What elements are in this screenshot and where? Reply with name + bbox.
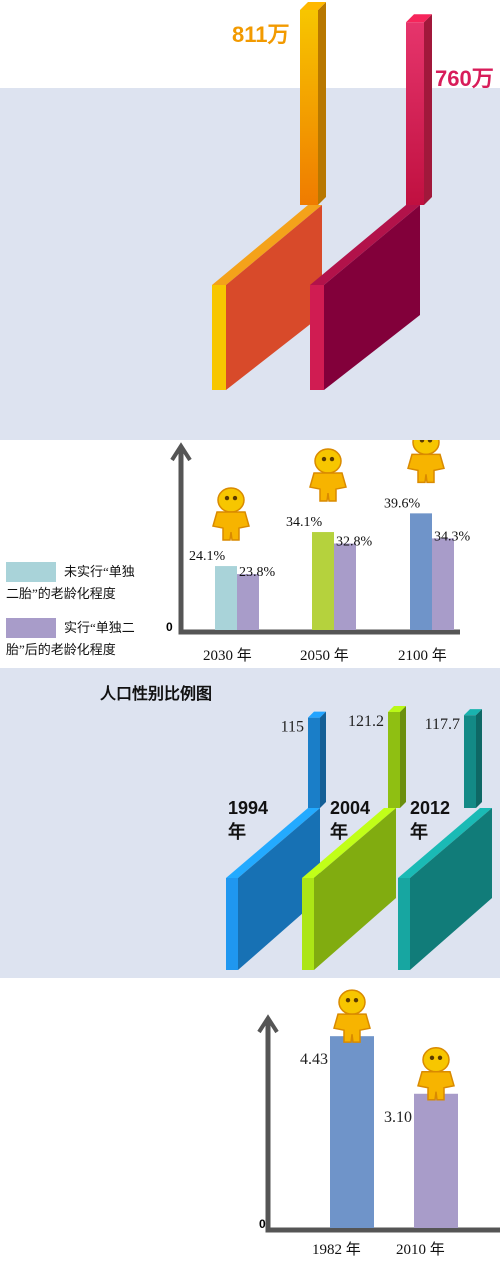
legend-item-1-line2: 二胎”的老龄化程度 xyxy=(6,586,116,601)
chart2-bar-s1-0 xyxy=(215,566,237,630)
chart1-slab-front-0 xyxy=(226,205,322,390)
chart2-ytick-0: 0 xyxy=(166,620,173,634)
chart-2: 0 24.1% 23.8% 34.1% 32.8% 39.6% 34.3% 2030 年 2… xyxy=(166,440,471,664)
chart3-title: 人口性别比例图 xyxy=(100,686,213,703)
chart3-value-label-0: 115 xyxy=(281,719,304,736)
person-figure-icon xyxy=(407,440,445,484)
chart2-value-s2-1: 32.8% xyxy=(336,534,373,549)
legend-item-2: 实行“单独二 xyxy=(64,618,184,638)
chart3-slab-edge-2 xyxy=(398,878,410,970)
person-figure-icon xyxy=(212,487,250,541)
chart3-slab-front-1 xyxy=(314,808,396,970)
chart3-slab-edge-0 xyxy=(226,878,238,970)
chart1-slab-top-1 xyxy=(310,205,420,285)
chart2-legend: 未实行“单独 二胎”的老龄化程度 实行“单独二 胎”后的老龄化程度 xyxy=(6,562,186,662)
chart4-ytick-0: 0 xyxy=(259,1217,266,1231)
chart1-column-0 xyxy=(300,10,318,205)
chart1-value-label-1: 760万 xyxy=(435,66,494,91)
legend-swatch-1 xyxy=(6,562,56,582)
chart3-column-2 xyxy=(464,715,476,808)
chart3-column-top-0 xyxy=(308,711,326,718)
chart3-slab-top-2 xyxy=(398,808,492,878)
person-figure-icon xyxy=(309,448,347,502)
chart2-category-0: 2030 年 xyxy=(203,647,252,664)
chart3-slab-top-0 xyxy=(226,808,320,878)
chart3-category-unit-2: 年 xyxy=(410,821,428,842)
chart2-bar-s1-1 xyxy=(312,532,334,630)
chart3-category-year-1: 2004 xyxy=(330,798,370,818)
chart2-y-axis xyxy=(178,448,460,635)
chart3-category-year-2: 2012 xyxy=(410,798,450,818)
chart2-value-s2-0: 23.8% xyxy=(239,565,276,580)
legend-item-2-line1: 实行“单独二 xyxy=(64,620,135,635)
chart-1: 811万 760万 xyxy=(212,2,494,390)
chart2-category-2: 2100 年 xyxy=(398,647,447,664)
chart2-value-s1-2: 39.6% xyxy=(384,496,421,511)
chart4-category-1: 2010 年 xyxy=(396,1241,445,1258)
chart3-value-label-2: 117.7 xyxy=(425,716,460,733)
chart2-value-s1-1: 34.1% xyxy=(286,515,323,530)
chart4-y-arrow xyxy=(257,1014,279,1034)
chart-4: 0 4.43 3.10 1982 年 2010 年 xyxy=(257,989,500,1258)
person-figure-icon xyxy=(333,989,371,1043)
chart4-category-0: 1982 年 xyxy=(312,1241,361,1258)
chart2-y-arrow xyxy=(170,442,192,462)
chart4-value-label-1: 3.10 xyxy=(384,1109,412,1126)
legend-item-2-line2: 胎”后的老龄化程度 xyxy=(6,642,116,657)
chart2-category-1: 2050 年 xyxy=(300,647,349,664)
chart1-slab-edge-0 xyxy=(212,285,226,390)
chart3-column-1 xyxy=(388,712,400,808)
chart2-bar-s2-0 xyxy=(237,574,259,630)
chart3-category-year-0: 1994 xyxy=(228,798,268,818)
chart2-bar-s2-2 xyxy=(432,538,454,630)
chart3-column-side-2 xyxy=(476,709,482,808)
chart1-value-label-0: 811万 xyxy=(232,22,290,47)
chart3-slab-front-2 xyxy=(410,808,492,970)
legend-item-1-line1: 未实行“单独 xyxy=(64,564,135,579)
chart3-category-unit-1: 年 xyxy=(330,821,348,842)
chart4-y-axis xyxy=(265,1020,500,1233)
chart3-slab-top-1 xyxy=(302,808,396,878)
chart3-column-side-1 xyxy=(400,706,406,808)
legend-item-1: 未实行“单独 xyxy=(64,562,184,582)
chart3-slab-edge-1 xyxy=(302,878,314,970)
person-figure-icon xyxy=(417,1047,455,1101)
chart3-slab-front-0 xyxy=(238,808,320,970)
chart2-bar-s1-2 xyxy=(410,513,432,630)
chart4-value-label-0: 4.43 xyxy=(300,1051,328,1068)
chart1-column-side-0 xyxy=(318,2,326,205)
chart3-category-unit-0: 年 xyxy=(228,821,246,842)
chart4-bar-1 xyxy=(414,1093,458,1228)
chart2-value-s1-0: 24.1% xyxy=(189,549,226,564)
chart1-slab-top-0 xyxy=(212,205,322,285)
chart3-value-label-1: 121.2 xyxy=(348,713,384,730)
chart1-column-top-1 xyxy=(406,14,432,23)
chart1-column-1 xyxy=(406,22,424,206)
legend-swatch-2 xyxy=(6,618,56,638)
chart1-column-top-0 xyxy=(300,2,326,10)
chart1-column-side-1 xyxy=(424,14,432,206)
chart1-slab-edge-1 xyxy=(310,285,324,390)
chart3-column-0 xyxy=(308,717,320,808)
chart-3: 115 1994 年 121.2 2004 年 117.7 2012 年 xyxy=(226,706,492,970)
chart2-bar-s2-1 xyxy=(334,543,356,630)
chart2-value-s2-2: 34.3% xyxy=(434,529,471,544)
chart1-slab-front-1 xyxy=(324,205,420,390)
chart3-column-side-0 xyxy=(320,711,326,808)
chart4-bar-0 xyxy=(330,1036,374,1228)
chart3-column-top-2 xyxy=(464,709,482,716)
